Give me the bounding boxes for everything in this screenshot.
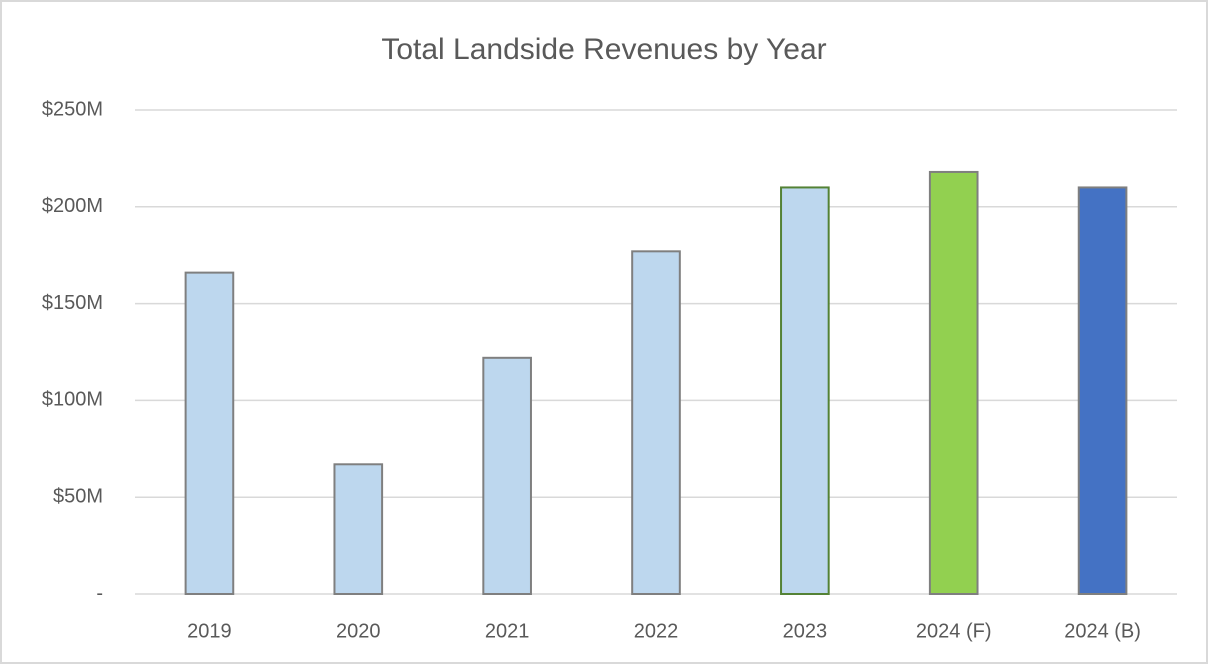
- bar: [184, 271, 235, 595]
- y-tick-label: $250M: [42, 98, 103, 120]
- bar: [333, 463, 384, 595]
- y-tick-label: $50M: [53, 485, 103, 507]
- x-tick-label: 2024 (F): [916, 620, 992, 642]
- bar: [1077, 186, 1128, 595]
- y-tick-label: $100M: [42, 389, 103, 411]
- x-tick-label: 2023: [783, 620, 828, 642]
- x-tick-label: 2020: [336, 620, 381, 642]
- bar: [631, 250, 681, 595]
- y-tick-label: $150M: [42, 292, 103, 314]
- x-tick-label: 2019: [187, 620, 232, 642]
- bar: [780, 186, 830, 595]
- x-tick-label: 2021: [485, 620, 530, 642]
- x-tick-label: 2024 (B): [1064, 620, 1141, 642]
- y-tick-label: -: [96, 582, 103, 604]
- x-tick-label: 2022: [634, 620, 679, 642]
- bar: [482, 356, 532, 596]
- bar: [928, 170, 979, 595]
- y-tick-label: $200M: [42, 195, 103, 217]
- chart-title: Total Landside Revenues by Year: [381, 33, 826, 66]
